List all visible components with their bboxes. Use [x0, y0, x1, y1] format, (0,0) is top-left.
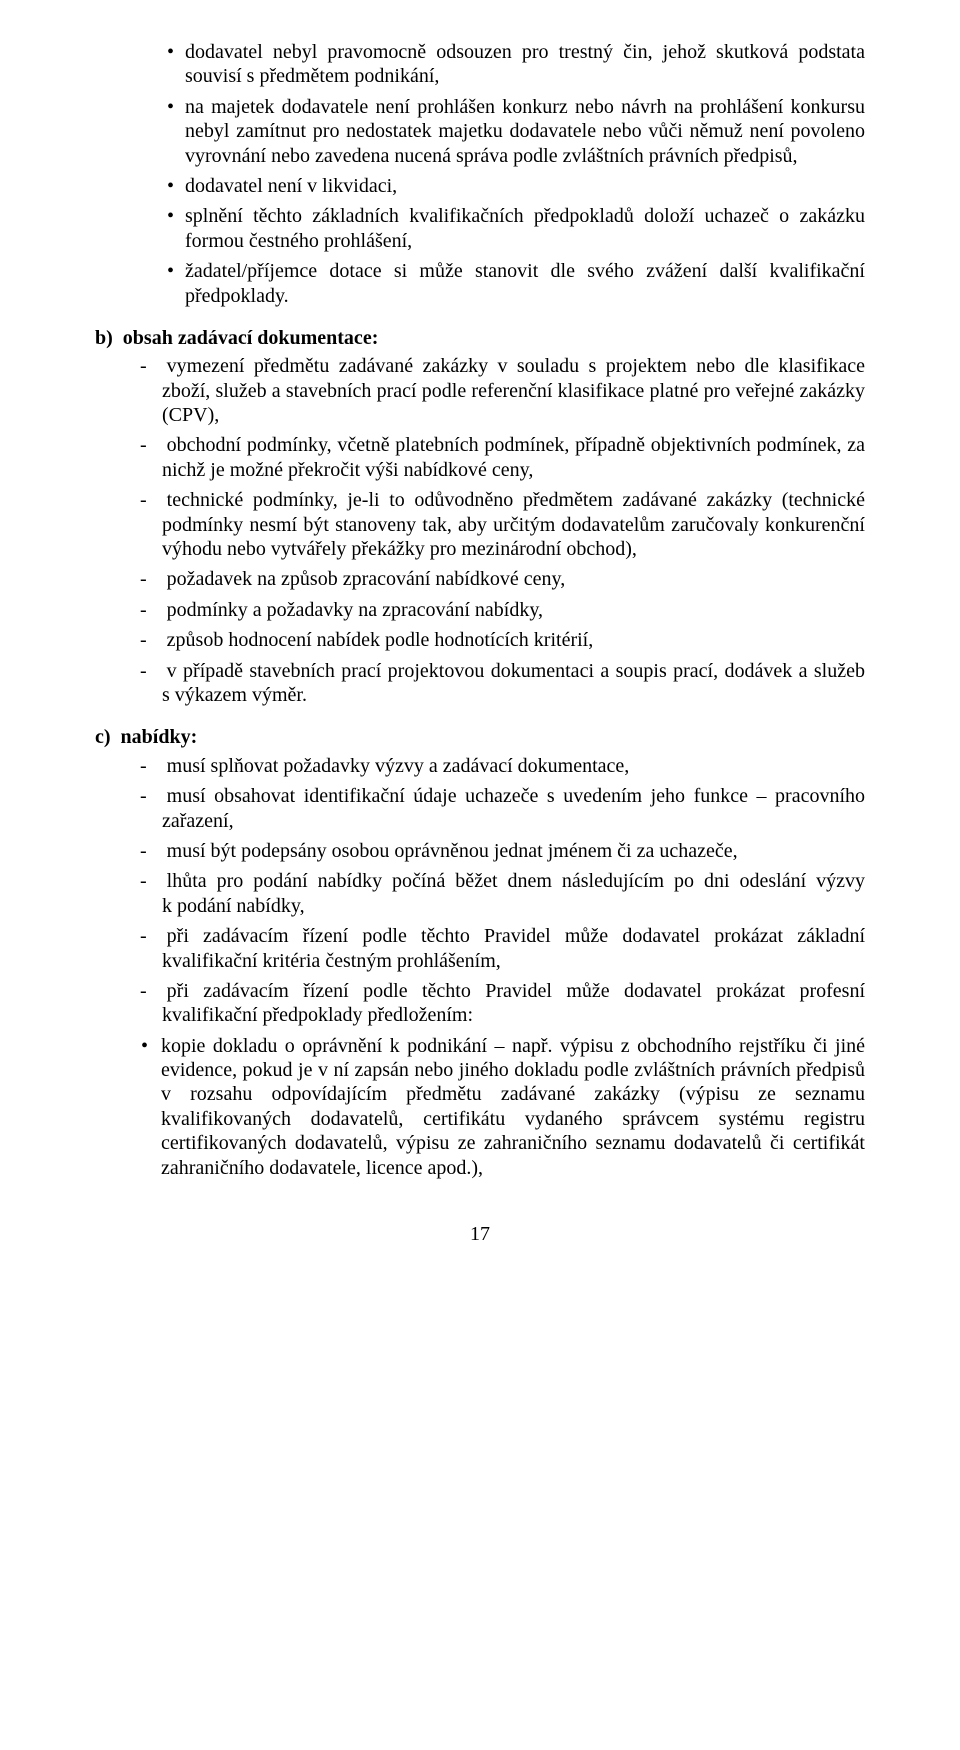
dash-item: - vymezení předmětu zadávané zakázky v s… [140, 354, 865, 427]
section-c-sublist: kopie dokladu o oprávnění k podnikání – … [95, 1034, 865, 1180]
qualification-bullets: dodavatel nebyl pravomocně odsouzen pro … [95, 40, 865, 308]
list-item: dodavatel nebyl pravomocně odsouzen pro … [185, 40, 865, 89]
list-item: žadatel/příjemce dotace si může stanovit… [185, 259, 865, 308]
dash-item: - obchodní podmínky, včetně platebních p… [140, 433, 865, 482]
dash-item: - musí splňovat požadavky výzvy a zadáva… [140, 754, 865, 778]
dash-item: - způsob hodnocení nabídek podle hodnotí… [140, 628, 865, 652]
section-b-heading: b) obsah zadávací dokumentace: [95, 326, 865, 350]
list-item: na majetek dodavatele není prohlášen kon… [185, 95, 865, 168]
page-number: 17 [95, 1222, 865, 1246]
dash-item: - podmínky a požadavky na zpracování nab… [140, 598, 865, 622]
list-item: kopie dokladu o oprávnění k podnikání – … [161, 1034, 865, 1180]
section-c-heading: c) nabídky: [95, 725, 865, 749]
section-b-items: - vymezení předmětu zadávané zakázky v s… [95, 354, 865, 707]
dash-item: - musí obsahovat identifikační údaje uch… [140, 784, 865, 833]
dash-item: - při zadávacím řízení podle těchto Prav… [140, 979, 865, 1028]
dash-item: - technické podmínky, je-li to odůvodněn… [140, 488, 865, 561]
dash-item: - musí být podepsány osobou oprávněnou j… [140, 839, 865, 863]
section-c-items: - musí splňovat požadavky výzvy a zadáva… [95, 754, 865, 1028]
dash-item: - požadavek na způsob zpracování nabídko… [140, 567, 865, 591]
dash-item: - lhůta pro podání nabídky počíná běžet … [140, 869, 865, 918]
list-item: dodavatel není v likvidaci, [185, 174, 865, 198]
dash-item: - v případě stavebních prací projektovou… [140, 659, 865, 708]
dash-item: - při zadávacím řízení podle těchto Prav… [140, 924, 865, 973]
list-item: splnění těchto základních kvalifikačních… [185, 204, 865, 253]
